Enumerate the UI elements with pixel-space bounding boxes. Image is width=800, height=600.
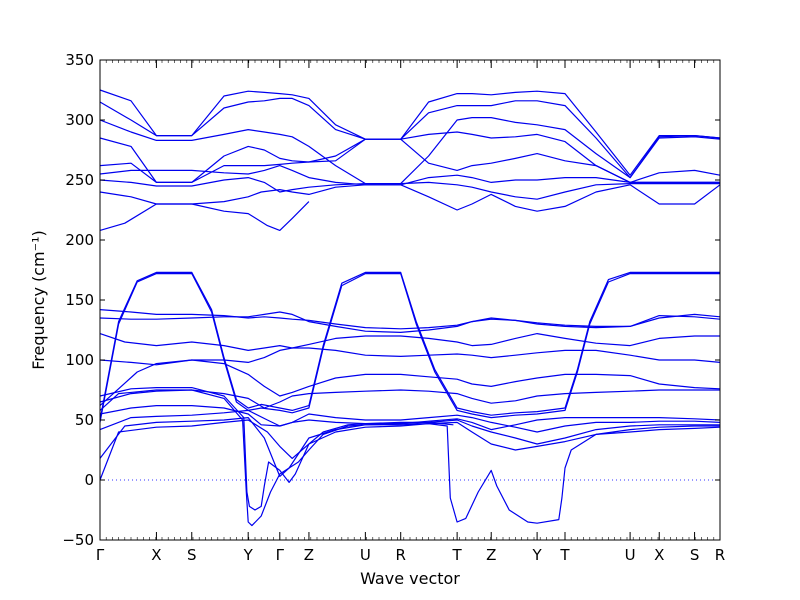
y-tick-label: 350 (65, 51, 94, 69)
band-line-16 (99, 184, 721, 212)
x-tick-label: Γ (276, 546, 285, 564)
band-line-7 (99, 347, 721, 366)
y-tick-label: 150 (65, 291, 94, 309)
x-tick-label: Y (532, 546, 543, 564)
band-line-6 (99, 359, 721, 407)
y-tick-label: 50 (75, 411, 94, 429)
band-line-3 (99, 409, 721, 433)
y-axis: −50 0 50 100 150 200 250 300 350 (62, 51, 720, 549)
band-line-5 (99, 389, 720, 411)
x-tick-label: S (690, 546, 700, 564)
x-tick-label: Y (243, 546, 254, 564)
x-tick-label: Γ (96, 546, 105, 564)
band-line-12 (99, 271, 720, 421)
x-tick-label: R (395, 546, 405, 564)
x-tick-label: Z (304, 546, 314, 564)
y-tick-label: 200 (65, 231, 94, 249)
y-tick-label: 300 (65, 111, 94, 129)
y-tick-label: 0 (84, 471, 94, 489)
y-tick-label: 250 (65, 171, 94, 189)
band-line-21 (99, 116, 721, 185)
y-tick-label: 100 (65, 351, 94, 369)
band-line-4 (99, 405, 721, 431)
band-line-23 (99, 89, 721, 176)
band-line-14 (99, 387, 454, 511)
band-line-18 (99, 165, 721, 186)
band-line-8 (99, 333, 720, 351)
band-line-11 (99, 273, 720, 423)
band-line-15 (99, 201, 310, 231)
x-tick-label: R (715, 546, 725, 564)
x-tick-label: S (187, 546, 197, 564)
y-axis-label: Frequency (cm⁻¹) (29, 230, 48, 369)
x-tick-label: X (654, 546, 664, 564)
x-tick-label: U (625, 546, 636, 564)
band-line-9 (99, 311, 721, 333)
x-tick-label: U (360, 546, 371, 564)
band-line-10 (99, 309, 721, 330)
x-axis-label: Wave vector (360, 569, 460, 588)
phonon-bands (99, 89, 721, 527)
band-line-13 (99, 389, 720, 527)
x-tick-label: Z (486, 546, 496, 564)
x-tick-label: T (452, 546, 463, 564)
x-tick-label: T (559, 546, 570, 564)
y-tick-label: −50 (62, 531, 94, 549)
band-line-1 (99, 419, 721, 481)
x-tick-label: X (151, 546, 161, 564)
